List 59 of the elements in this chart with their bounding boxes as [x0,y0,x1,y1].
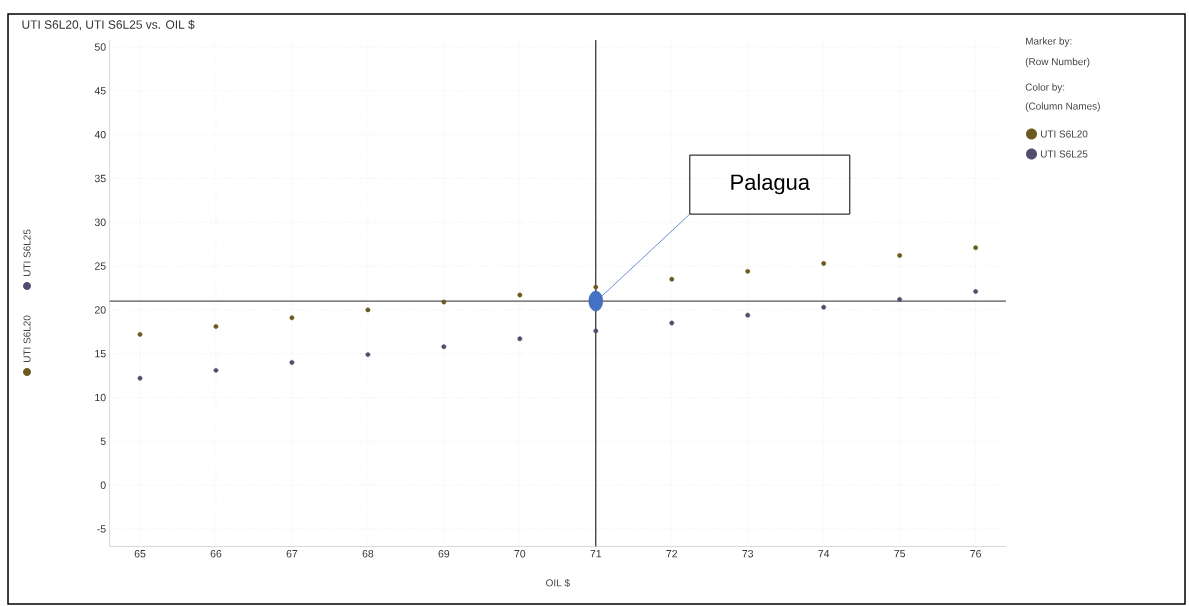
x-tick-label: 68 [362,550,374,558]
y-tick-label: 15 [95,350,106,358]
y-tick-label: 0 [100,481,106,489]
x-tick-label: 66 [210,550,222,558]
legend-label: UTI S6L25 [1040,150,1088,158]
point [973,289,979,294]
x-tick-label: 70 [514,550,526,558]
x-tick-label: 73 [742,550,754,558]
point [289,315,295,321]
point [897,253,903,258]
point [365,307,371,313]
point [669,320,675,326]
x-tick-label: 65 [134,550,146,558]
x-tick-label: 67 [286,550,298,558]
point [593,284,599,290]
x-tick-label: 76 [970,550,981,558]
point [973,245,979,251]
y-tick-label: 10 [95,393,106,402]
x-tick-label: 69 [438,550,450,558]
point [517,292,523,298]
annotation: Palagua [731,173,810,195]
point [365,352,371,357]
point [289,360,295,365]
x-tick-label: 71 [590,550,602,558]
y-tick-label: 5 [100,437,106,445]
y-tick-label: 50 [94,43,106,51]
point [669,276,675,282]
point [517,336,523,342]
y-tick-label: 20 [94,306,106,314]
point [441,344,447,350]
text: (Column Names) [1025,102,1100,112]
point [213,367,219,373]
y-tick-label: 25 [94,262,106,270]
x-axis-title: OIL $ [546,578,570,588]
text: Color by: [1025,83,1065,93]
x-tick-label: 75 [894,550,906,558]
x-tick-label: 72 [666,550,678,558]
y-tick-label: 40 [94,130,106,139]
text: UTI S6L25 [23,229,31,277]
y-tick-label: 45 [94,87,106,95]
x-tick-label: 74 [818,550,830,558]
text: UTI S6L20 [23,315,31,363]
y-tick-label: 35 [94,174,106,183]
y-tick-label: 30 [94,218,106,226]
point [745,268,751,274]
point [441,299,447,305]
point [821,304,827,310]
legend-label: UTI S6L20 [1040,130,1088,138]
text: Marker by: [1026,37,1072,47]
y-tick-label: -5 [97,525,106,533]
point [745,312,751,318]
point [593,328,599,334]
point [137,375,143,381]
text: (Row Number) [1025,57,1090,68]
point [137,332,143,337]
point [821,261,827,266]
point [213,324,219,329]
point [897,296,903,302]
chart-title: UTI S6L20, UTI S6L25 vs. OIL $ [22,19,195,31]
